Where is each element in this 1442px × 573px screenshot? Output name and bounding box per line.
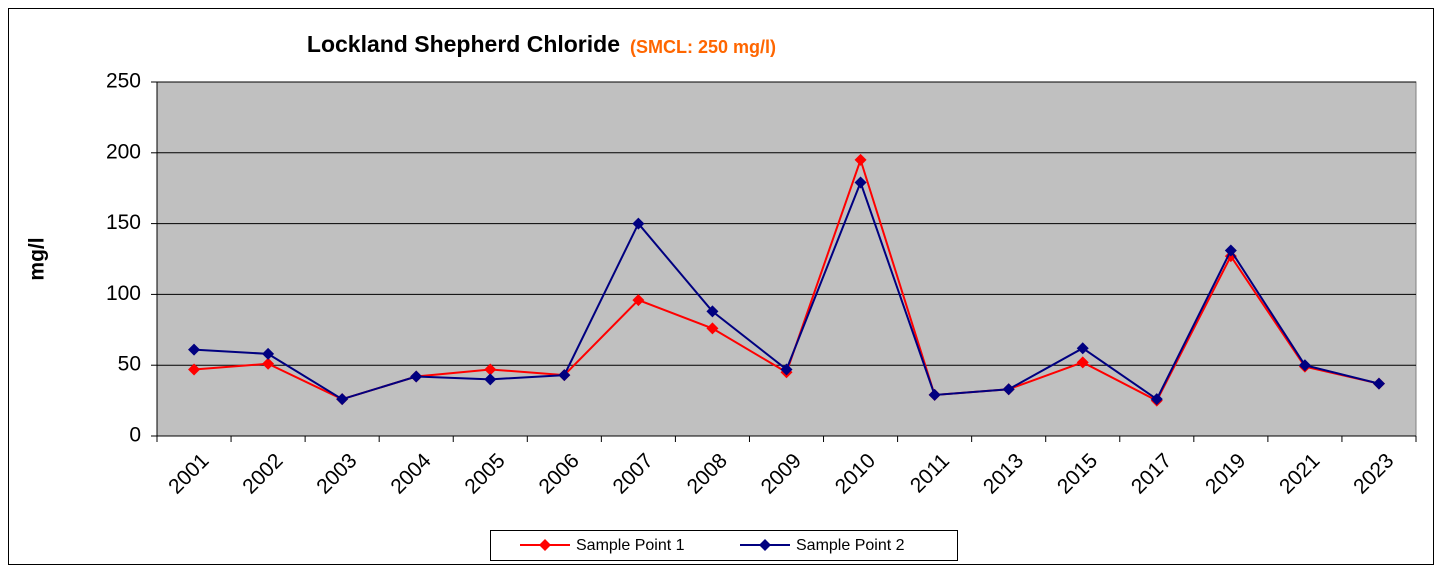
- marker: [928, 388, 941, 401]
- y-tick-label: 50: [118, 353, 141, 376]
- y-tick-label: 100: [106, 282, 141, 305]
- y-tick-label: 200: [106, 140, 141, 163]
- legend-label: Sample Point 2: [796, 537, 905, 554]
- marker: [336, 393, 349, 406]
- marker: [854, 153, 867, 166]
- marker: [262, 347, 275, 360]
- marker: [1002, 383, 1015, 396]
- y-tick-label: 150: [106, 211, 141, 234]
- marker: [558, 369, 571, 382]
- marker: [1298, 359, 1311, 372]
- marker: [1076, 342, 1089, 355]
- marker: [1150, 393, 1163, 406]
- marker: [484, 363, 497, 376]
- marker: [1076, 356, 1089, 369]
- y-tick-label: 0: [129, 424, 141, 447]
- marker: [706, 305, 719, 318]
- legend-marker: [759, 539, 771, 551]
- y-axis-label: mg/l: [26, 237, 49, 280]
- marker: [706, 322, 719, 335]
- marker: [632, 294, 645, 307]
- legend-marker: [539, 539, 551, 551]
- marker: [854, 176, 867, 189]
- marker: [262, 357, 275, 370]
- marker: [188, 363, 201, 376]
- marker: [484, 373, 497, 386]
- marker: [1372, 377, 1385, 390]
- marker: [188, 343, 201, 356]
- marker: [780, 363, 793, 376]
- legend-label: Sample Point 1: [576, 537, 685, 554]
- chart-title: Lockland Shepherd Chloride: [307, 31, 620, 57]
- marker: [410, 370, 423, 383]
- chart-subtitle: (SMCL: 250 mg/l): [630, 37, 776, 57]
- y-tick-label: 250: [106, 70, 141, 93]
- marker: [1224, 244, 1237, 257]
- marker: [632, 217, 645, 230]
